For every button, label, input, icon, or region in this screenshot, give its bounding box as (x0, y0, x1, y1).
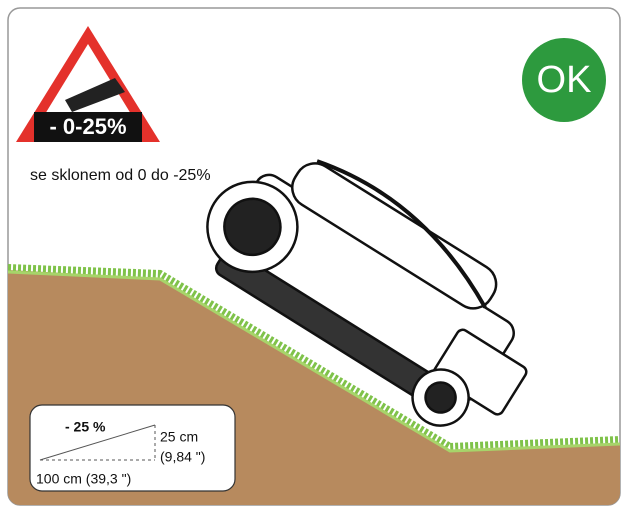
rise-cm: 25 cm (160, 429, 198, 445)
run: 100 cm (39,3 ") (36, 471, 131, 487)
caption: se sklonem od 0 do -25% (30, 167, 211, 184)
illustration: - 0-25% OK se sklonem od 0 do -25% - 25 … (0, 0, 625, 512)
ok-text: OK (537, 59, 592, 101)
sign-label: - 0-25% (49, 114, 126, 139)
rise-inches: (9,84 ") (160, 449, 205, 465)
slope-percent: - 25 % (65, 419, 106, 435)
